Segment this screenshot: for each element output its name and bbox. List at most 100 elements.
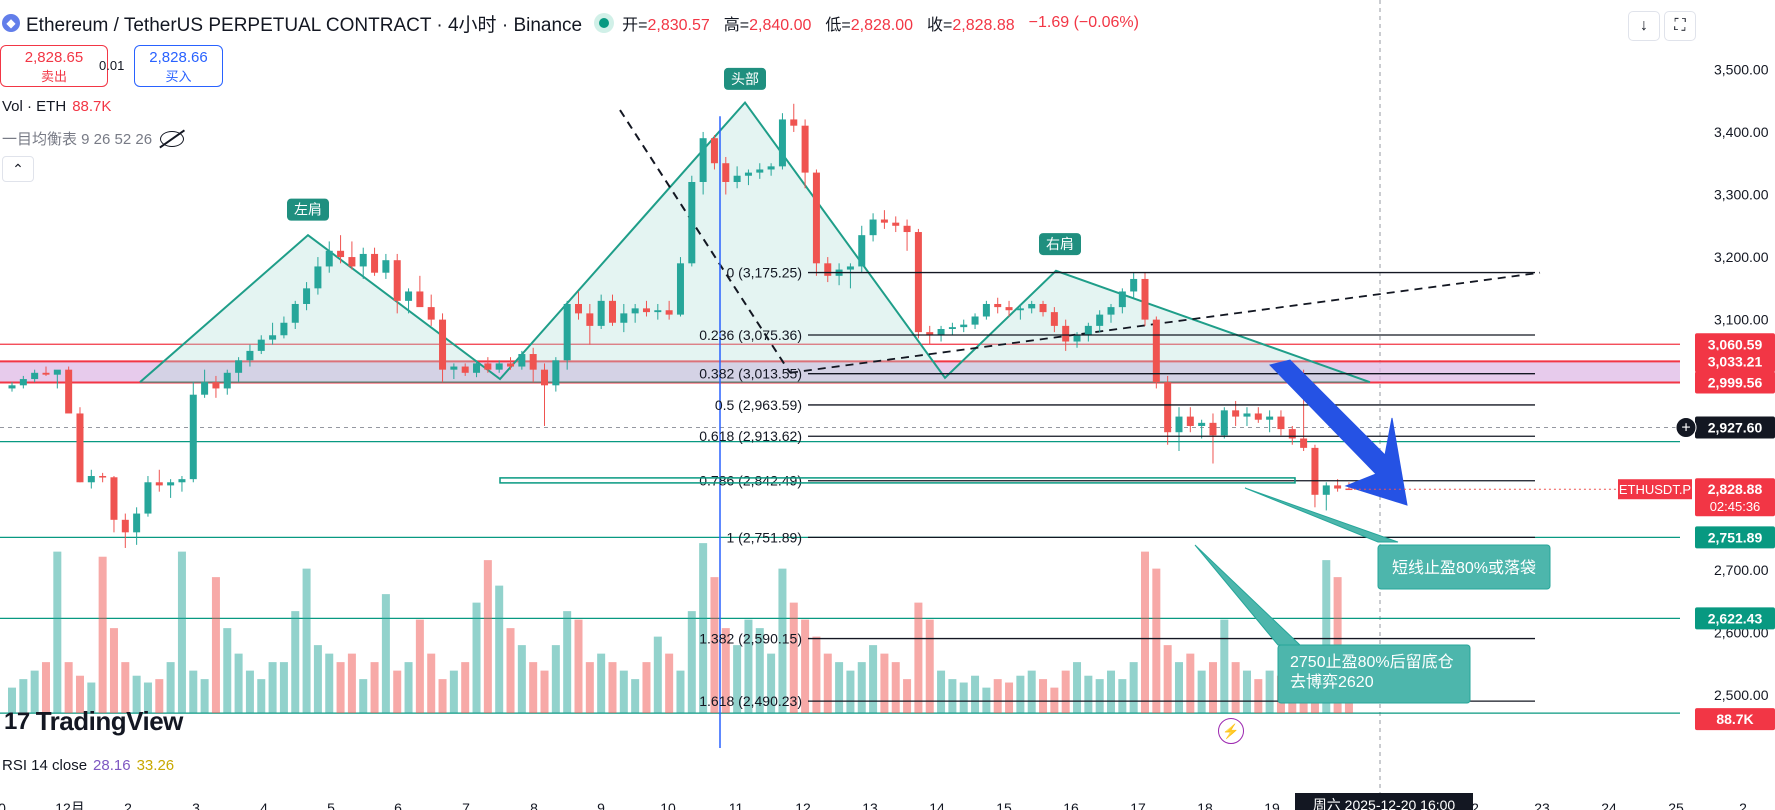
ichimoku-legend[interactable]: 一目均衡表 9 26 52 26 [2, 128, 185, 149]
volume-bar [393, 670, 402, 714]
candle-body [960, 324, 968, 328]
ohlc-open: 开=2,830.57 [622, 17, 710, 34]
candle-body [201, 382, 209, 395]
volume-bar [789, 602, 798, 714]
lightning-icon[interactable]: ⚡ [1218, 718, 1244, 744]
volume-bar [1061, 670, 1070, 714]
candle-body [167, 482, 175, 486]
support-rectangle [499, 477, 1296, 484]
callout-pointer [1194, 544, 1302, 646]
candle-body [642, 308, 650, 313]
candle-body [982, 303, 990, 317]
sell-price: 2,828.65 [24, 49, 84, 66]
candle-body [1039, 303, 1047, 313]
candle-body [1243, 413, 1251, 417]
price-tick-label: 2,500.00 [1714, 687, 1769, 703]
candle-body [1016, 308, 1024, 311]
volume-bar [109, 628, 118, 714]
volume-bar [653, 636, 662, 714]
candle-body [87, 476, 95, 483]
fullscreen-icon[interactable]: ⛶ [1664, 11, 1696, 41]
volume-bar [121, 662, 130, 714]
candle-body [892, 222, 900, 226]
candle-body [8, 385, 16, 389]
collapse-legend-button[interactable]: ⌃ [2, 156, 34, 182]
candle-body [1062, 325, 1070, 342]
rsi-legend[interactable]: RSI 14 close 28.16 33.26 [2, 757, 175, 774]
volume-bar [189, 670, 198, 714]
candle-body [76, 413, 84, 483]
plus-icon-glyph: + [1681, 419, 1690, 436]
time-tick-label: 8 [530, 800, 538, 810]
volume-bar [540, 670, 549, 714]
candle-body [280, 322, 288, 336]
volume-bar [211, 577, 220, 714]
volume-bar [370, 662, 379, 714]
candle-body [710, 138, 718, 164]
spread-value: 0.01 [99, 58, 125, 73]
volume-bar [325, 653, 334, 714]
time-tick-label: 2 [124, 800, 132, 810]
volume-bar [710, 577, 719, 714]
candle-body [948, 327, 956, 330]
time-tick-label: 12 [795, 800, 811, 810]
candle-body [1209, 422, 1217, 436]
candle-body [1141, 278, 1149, 320]
crosshair-price-tag-bg [1695, 416, 1775, 439]
sell-label: 卖出 [40, 69, 67, 84]
volume-bar [1231, 662, 1240, 714]
volume-bar [1163, 645, 1172, 714]
candle-body [744, 172, 752, 176]
candle-body [1164, 382, 1172, 433]
buy-button[interactable]: 2,828.66 买入 [134, 45, 223, 87]
volume-bar [1186, 653, 1195, 714]
volume-bar [948, 679, 957, 714]
candle-body [473, 363, 481, 373]
price-level-tag: 3,060.59 [1708, 336, 1763, 352]
arrow-down-icon[interactable]: ↓ [1628, 11, 1660, 41]
candle-body [552, 360, 560, 386]
candle-body [1073, 335, 1081, 342]
candle-body [586, 313, 594, 326]
volume-bar [449, 670, 458, 714]
tradingview-logo[interactable]: 17 TradingView [4, 706, 183, 736]
candle-body [65, 369, 73, 414]
volume-bar [1050, 687, 1059, 714]
volume-bar [597, 653, 606, 714]
candle-body [1198, 422, 1206, 426]
price-axis-background [1680, 0, 1775, 810]
candle-body [144, 482, 152, 514]
candle-body [110, 477, 118, 520]
fib-level-label: 1.382 (2,590.15) [699, 631, 802, 647]
volume-legend[interactable]: Vol · ETH 88.7K [2, 98, 112, 115]
volume-bar [223, 628, 232, 714]
volume-bar [733, 645, 742, 714]
candle-body [337, 250, 345, 258]
volume-bar [438, 679, 447, 714]
candle-body [541, 369, 549, 386]
symbol-tag-bg [1618, 479, 1692, 500]
volume-bar [937, 670, 946, 714]
time-tick-label: 18 [1197, 800, 1213, 810]
candle-body [461, 366, 469, 373]
price-tick-label: 3,400.00 [1714, 124, 1769, 140]
volume-bar [347, 653, 356, 714]
sell-button[interactable]: 2,828.65 卖出 [0, 45, 108, 87]
symbol-title[interactable]: Ethereum / TetherUS PERPETUAL CONTRACT ·… [26, 14, 583, 36]
pattern-label: 头部 [731, 71, 759, 87]
callout-pointer [1244, 487, 1399, 543]
volume-bar [1118, 679, 1127, 714]
volume-bar [1129, 662, 1138, 714]
volume-bar [631, 679, 640, 714]
time-tick-label: 2 [1739, 800, 1747, 810]
eye-hidden-icon[interactable] [160, 130, 185, 147]
candle-body [212, 382, 220, 389]
volume-bar [313, 645, 322, 714]
volume-bar [30, 670, 39, 714]
fib-level-label: 0 (3,175.25) [727, 265, 803, 281]
candle-body [1118, 291, 1126, 308]
candle-body [767, 166, 775, 170]
time-tick-label: 5 [327, 800, 335, 810]
volume-bar [982, 687, 991, 714]
